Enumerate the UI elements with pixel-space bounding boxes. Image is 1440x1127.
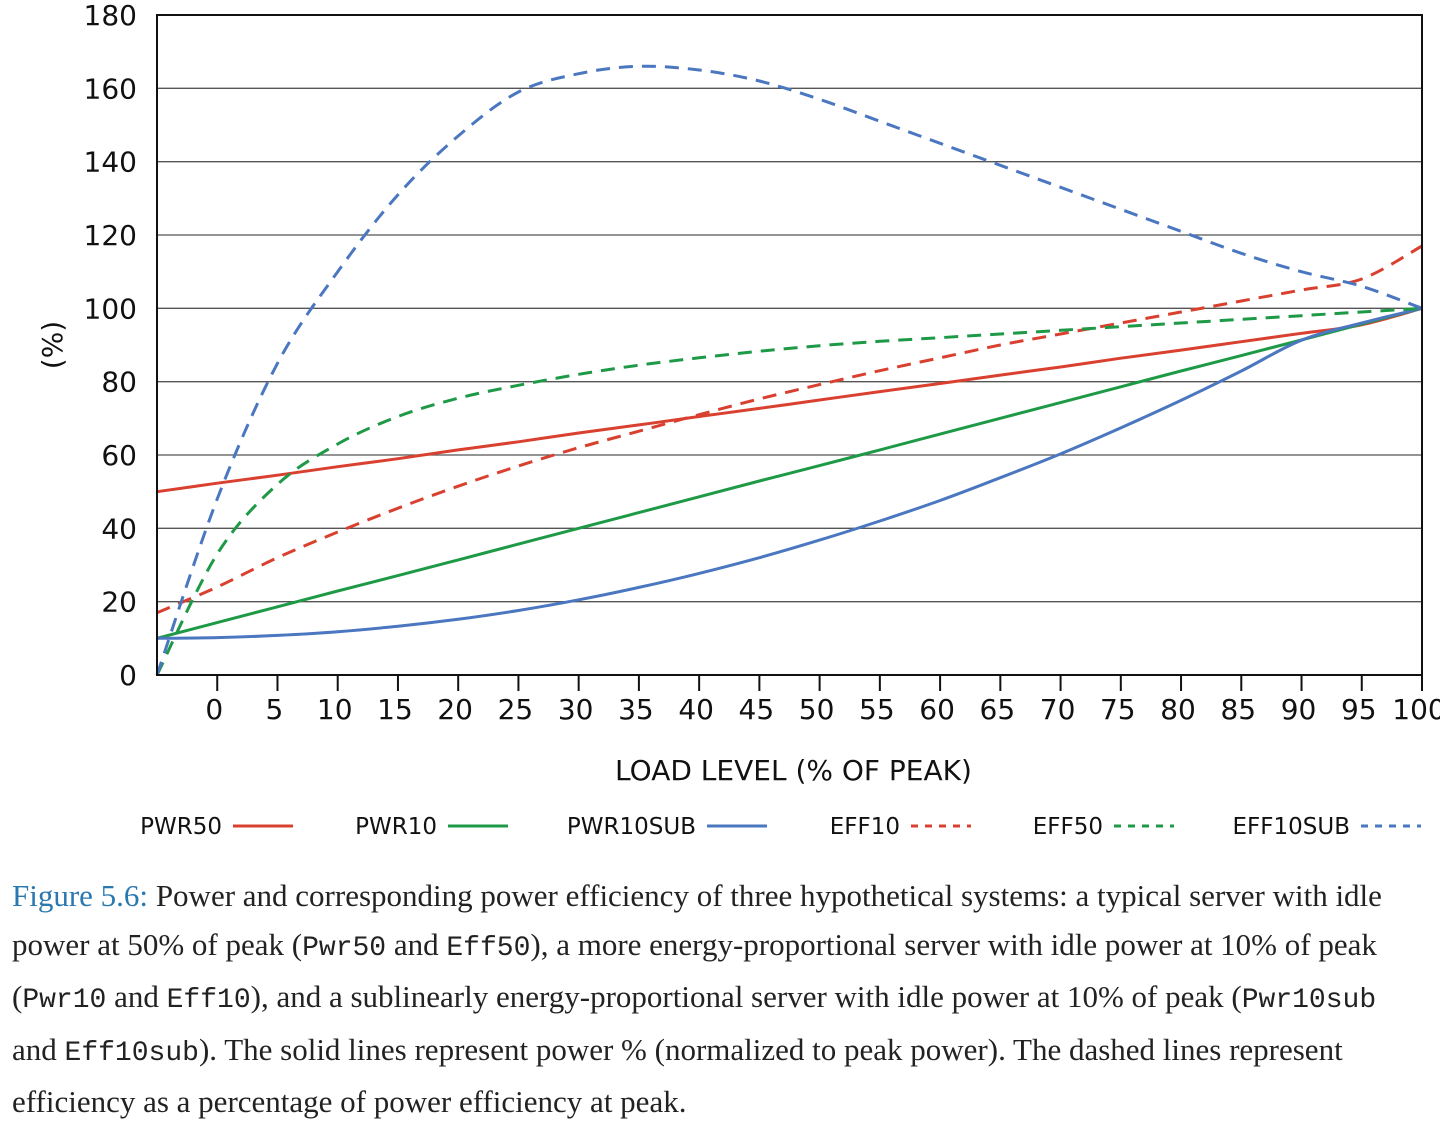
legend-label-eff10: EFF10	[830, 814, 900, 840]
legend-label-eff10sub: EFF10SUB	[1233, 814, 1350, 840]
x-tick-label: 100	[1392, 693, 1440, 726]
caption-text-2: and	[386, 926, 447, 962]
legend: PWR50 PWR10 PWR10SUB EFF10 EFF50 EFF10SUB	[140, 814, 1421, 840]
caption-text-7: ). The solid lines represent power % (no…	[12, 1031, 1343, 1120]
figure-label: Figure 5.6:	[12, 878, 149, 913]
x-tick-label: 35	[618, 693, 654, 726]
legend-label-eff50: EFF50	[1033, 814, 1103, 840]
x-tick-label: 80	[1160, 693, 1196, 726]
caption-text-1: Power and corresponding power efficiency…	[12, 878, 1382, 962]
y-tick-label: 80	[101, 366, 137, 399]
series-eff10sub-line	[155, 64, 1423, 676]
y-tick-label: 20	[101, 586, 137, 619]
plot-frame	[156, 14, 1423, 676]
x-tick-label: 30	[558, 693, 594, 726]
x-tick-label: 15	[377, 693, 413, 726]
x-tick-label: 0	[205, 693, 223, 726]
caption-text-4: and	[106, 979, 167, 1014]
series-eff10-line	[156, 244, 1423, 615]
legend-label-pwr50: PWR50	[140, 814, 222, 840]
y-tick-label: 100	[84, 292, 137, 325]
series-pwr10sub-line	[156, 306, 1423, 640]
gridlines	[157, 87, 1422, 603]
x-tick-label: 40	[678, 693, 714, 726]
x-tick-label: 90	[1281, 693, 1317, 726]
figure-caption: Figure 5.6: Power and corresponding powe…	[12, 872, 1422, 1127]
x-tick-label: 70	[1040, 693, 1076, 726]
y-tick-label: 160	[84, 72, 137, 105]
caption-code-pwr10sub: Pwr10sub	[1241, 985, 1377, 1016]
caption-text-6: and	[12, 1031, 65, 1067]
x-tick-label: 5	[266, 693, 284, 726]
x-tick-label: 95	[1341, 693, 1377, 726]
legend-label-pwr10: PWR10	[355, 814, 437, 840]
y-tick-label: 140	[84, 146, 137, 179]
y-tick-label: 60	[101, 439, 137, 472]
caption-code-pwr50: Pwr50	[302, 932, 387, 964]
x-tick-label: 50	[799, 693, 835, 726]
caption-code-eff50: Eff50	[446, 932, 531, 964]
series-eff50-line	[155, 306, 1423, 676]
x-tick-label: 60	[919, 693, 955, 726]
caption-code-eff10: Eff10	[166, 985, 251, 1016]
y-axis-title: (%)	[36, 321, 69, 369]
caption-code-eff10sub: Eff10sub	[64, 1037, 199, 1069]
y-axis-ticks: 0 20 40 60 80 100 120 140 160 180	[84, 0, 137, 692]
caption-text-5: ), and a sublinearly energy-proportional…	[250, 979, 1242, 1014]
power-efficiency-chart: 0 5 10 15 20 25 30 35 40 45 50 55 60 65 70 75 80 85 90 95 10…	[36, 0, 1440, 840]
y-tick-label: 0	[119, 659, 137, 692]
y-tick-label: 40	[101, 512, 137, 545]
caption-code-pwr10: Pwr10	[22, 985, 107, 1016]
x-tick-label: 45	[739, 693, 775, 726]
series-lines	[155, 64, 1423, 676]
x-tick-label: 10	[317, 693, 353, 726]
series-pwr10-line	[156, 306, 1423, 640]
x-tick-label: 25	[498, 693, 534, 726]
x-tick-label: 85	[1220, 693, 1256, 726]
y-tick-label: 180	[84, 0, 137, 32]
series-pwr50-line	[156, 306, 1423, 494]
x-tick-label: 65	[980, 693, 1016, 726]
x-axis-title: LOAD LEVEL (% OF PEAK)	[615, 754, 972, 787]
caption-text-3: ), a more energy-proportional server wit…	[12, 926, 1377, 1015]
x-tick-label: 20	[437, 693, 473, 726]
y-tick-label: 120	[84, 219, 137, 252]
x-tick-label: 55	[859, 693, 895, 726]
legend-label-pwr10sub: PWR10SUB	[567, 814, 696, 840]
x-tick-label: 75	[1100, 693, 1136, 726]
x-axis-ticks: 0 5 10 15 20 25 30 35 40 45 50 55 60 65 70 75 80 85 90 95 10…	[205, 675, 1440, 726]
